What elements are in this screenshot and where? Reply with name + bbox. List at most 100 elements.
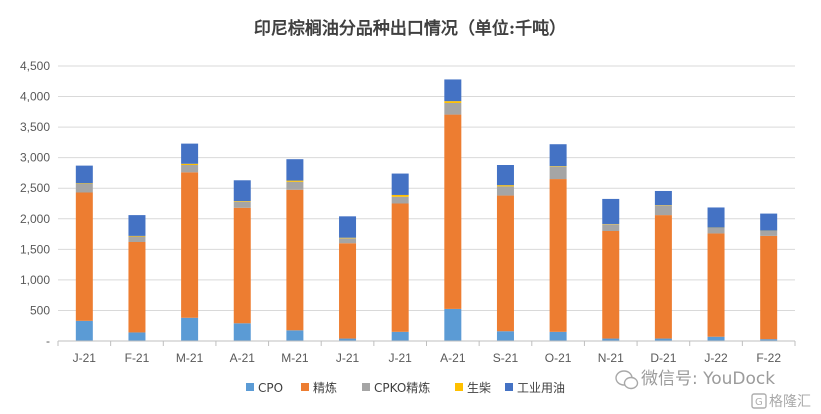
y-tick-label: 3,500 — [20, 120, 50, 134]
bar-segment — [339, 338, 357, 341]
legend-swatch — [455, 383, 463, 391]
bar-segment — [760, 213, 778, 231]
x-tick-label: M-21 — [281, 351, 309, 365]
x-tick-label: J-22 — [704, 351, 728, 365]
bar-segment — [233, 201, 251, 202]
legend-label: CPO — [258, 381, 283, 395]
bar-segment — [128, 236, 146, 242]
bar-segment — [339, 237, 357, 239]
gridlines — [58, 65, 795, 311]
bar-segment — [654, 215, 672, 339]
legend-label: 工业用油 — [517, 381, 565, 395]
bar-segment — [286, 330, 304, 341]
bar-segment — [391, 203, 409, 332]
bar-segment — [549, 166, 567, 167]
bar-segment — [233, 323, 251, 341]
legend-label: 精炼 — [313, 380, 337, 395]
bar-segment — [391, 331, 409, 341]
bar-segment — [75, 320, 93, 341]
bar-segment — [760, 231, 778, 236]
bar-segment — [444, 79, 462, 102]
bar-segment — [339, 216, 357, 238]
bar-stacks — [75, 79, 778, 341]
legend-label: 生柴 — [467, 381, 491, 395]
svg-text:G: G — [755, 397, 763, 408]
bar-segment — [233, 201, 251, 208]
bar-segment — [339, 243, 357, 339]
bar-segment — [75, 183, 93, 193]
bar-segment — [707, 207, 725, 228]
bar-segment — [128, 332, 146, 341]
bar-segment — [496, 165, 514, 186]
bar-segment — [181, 172, 199, 318]
bar-segment — [707, 336, 725, 341]
x-tick-label: M-21 — [176, 351, 204, 365]
bar-segment — [496, 331, 514, 341]
watermark-text: 微信号: YouDock — [641, 369, 775, 389]
bar-segment — [760, 339, 778, 341]
bar-segment — [549, 331, 567, 341]
x-tick-label: J-21 — [336, 351, 360, 365]
x-tick-label: O-21 — [545, 351, 572, 365]
bar-segment — [654, 190, 672, 206]
watermark: 微信号: YouDock G 格隆汇 — [615, 369, 811, 410]
y-tick-label: 500 — [30, 303, 50, 317]
bar-segment — [444, 102, 462, 115]
x-tick-label: A-21 — [230, 351, 256, 365]
bar-segment — [602, 224, 620, 231]
y-axis-tick-labels: - 500 1,000 1,500 2,000 2,500 3,000 3,500 4,000 4… — [20, 59, 50, 348]
x-tick-label: J-21 — [389, 351, 413, 365]
legend: CPO 精炼 CPKO精炼 生柴 工业用油 — [246, 380, 565, 395]
legend-swatch — [505, 383, 513, 391]
bar-segment — [707, 227, 725, 234]
y-tick-label: 3,000 — [20, 151, 50, 165]
x-tick-label: D-21 — [650, 351, 676, 365]
bar-segment — [602, 231, 620, 339]
y-tick-label: 2,000 — [20, 212, 50, 226]
bar-segment — [128, 235, 146, 237]
bar-segment — [549, 144, 567, 167]
bar-segment — [75, 165, 93, 184]
bar-segment — [549, 179, 567, 332]
y-tick-label: 1,500 — [20, 242, 50, 256]
bar-segment — [128, 215, 146, 236]
bar-segment — [496, 185, 514, 187]
chart-title: 印尼棕榈油分品种出口情况（单位:千吨） — [254, 18, 566, 39]
legend-label: CPKO精炼 — [374, 380, 430, 395]
bar-segment — [286, 159, 304, 181]
bar-segment — [654, 205, 672, 216]
bar-segment — [760, 235, 778, 340]
bar-segment — [549, 166, 567, 180]
bar-segment — [496, 186, 514, 196]
y-tick-label: 4,500 — [20, 59, 50, 73]
x-tick-label: S-21 — [493, 351, 519, 365]
x-tick-label: J-21 — [73, 351, 97, 365]
legend-swatch — [362, 383, 370, 391]
y-tick-label: 2,500 — [20, 181, 50, 195]
legend-swatch — [301, 383, 309, 391]
legend-swatch — [246, 383, 254, 391]
brand-logo-icon: G — [751, 393, 767, 409]
bar-segment — [654, 338, 672, 341]
y-tick-label: - — [46, 334, 50, 348]
bar-segment — [286, 180, 304, 182]
bar-segment — [128, 242, 146, 333]
x-tick-label: A-21 — [440, 351, 466, 365]
x-tick-label: N-21 — [598, 351, 624, 365]
bar-segment — [391, 173, 409, 195]
bar-segment — [444, 114, 462, 309]
bar-segment — [602, 198, 620, 224]
bar-segment — [286, 189, 304, 331]
x-axis-tick-labels: J-21 F-21 M-21 A-21 M-21 J-21 J-21 A-21 S-21 O-21… — [73, 351, 782, 365]
bar-segment — [444, 101, 462, 103]
y-tick-label: 1,000 — [20, 273, 50, 287]
bar-segment — [391, 196, 409, 204]
bar-segment — [75, 183, 93, 184]
bar-segment — [339, 238, 357, 244]
watermark-brand: 格隆汇 — [769, 394, 811, 410]
bar-segment — [602, 338, 620, 341]
bar-segment — [181, 163, 199, 165]
bar-segment — [496, 195, 514, 332]
x-tick-label: F-22 — [756, 351, 781, 365]
